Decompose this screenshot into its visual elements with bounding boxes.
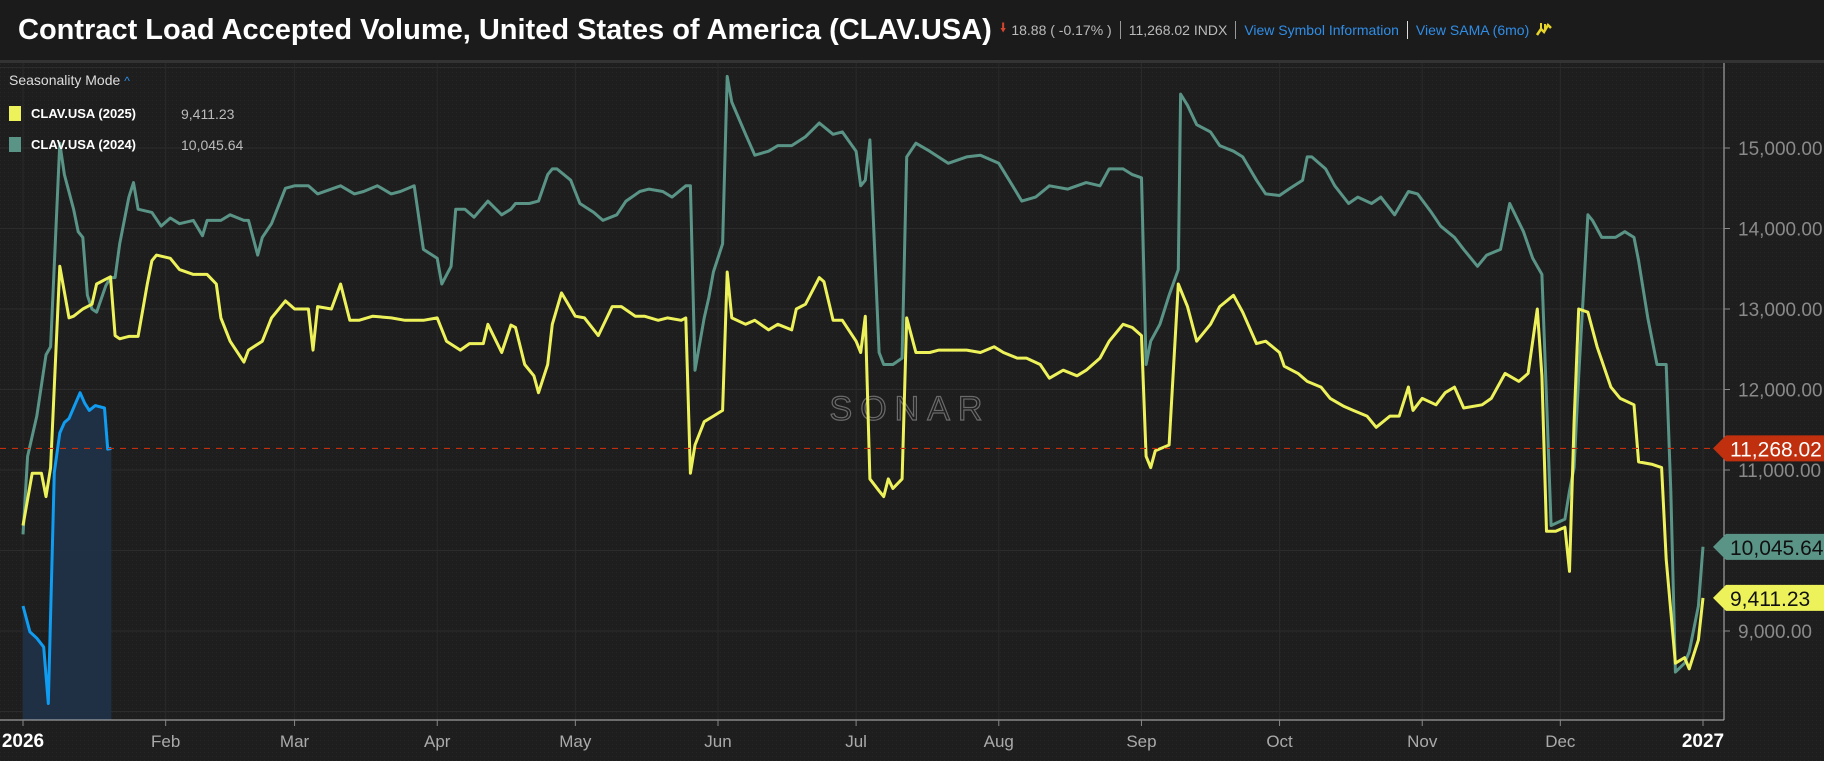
- price-tag: [1713, 435, 1824, 462]
- price-tag: [1713, 584, 1824, 611]
- x-tick-label: Oct: [1266, 732, 1293, 751]
- series-line-clav-usa-2024-: [21, 74, 1705, 674]
- divider: [1119, 21, 1121, 39]
- y-tick-label: 12,000.00: [1738, 381, 1823, 402]
- price-tag-label: 11,268.02: [1730, 438, 1822, 461]
- sonar-watermark: SONAR: [830, 390, 991, 428]
- price-tag-label: 10,045.64: [1730, 537, 1824, 560]
- symbol-meta: 🠛 18.88 ( -0.17% ) 11,268.02 INDX View S…: [1000, 19, 1553, 41]
- page-title: Contract Load Accepted Volume, United St…: [18, 13, 992, 46]
- divider: [1235, 21, 1237, 39]
- y-tick-label: 15,000.00: [1738, 139, 1823, 160]
- y-tick-label: 13,000.00: [1738, 300, 1823, 321]
- x-tick-label: Sep: [1126, 732, 1156, 751]
- legend-item-name: CLAV.USA (2025): [31, 106, 136, 121]
- divider: [1406, 21, 1408, 39]
- seasonality-mode-label: Seasonality Mode: [9, 72, 121, 88]
- x-tick-label: Aug: [984, 732, 1014, 751]
- x-tick-label: Mar: [280, 732, 310, 751]
- legend-item-2025[interactable]: CLAV.USA (2025) 9,411.23: [9, 98, 243, 129]
- plot-background: [0, 63, 1824, 761]
- x-tick-label: Nov: [1407, 732, 1438, 751]
- x-tick-label: 2027: [1682, 731, 1724, 752]
- change-value: 18.88 ( -0.17% ): [1011, 22, 1112, 38]
- legend-item-name: CLAV.USA (2024): [31, 137, 136, 152]
- x-tick-label: 2026: [2, 731, 44, 752]
- x-tick-label: Jul: [845, 732, 867, 751]
- legend-item-value: 10,045.64: [181, 136, 244, 153]
- x-tick-label: Feb: [151, 732, 180, 751]
- series-line-clav-usa-2026-: [21, 391, 112, 705]
- arrow-down-icon: 🠛: [999, 20, 1007, 35]
- legend-swatch: [9, 106, 21, 121]
- x-tick-label: Jun: [704, 732, 731, 751]
- series-area-2026: [23, 392, 112, 720]
- legend-item-value: 9,411.23: [181, 105, 235, 122]
- legend: Seasonality Mode ^ CLAV.USA (2025) 9,411.…: [9, 72, 243, 160]
- x-tick-label: Apr: [424, 732, 451, 751]
- sama-chart-icon[interactable]: [1535, 21, 1553, 40]
- y-tick-label: 9,000.00: [1738, 622, 1812, 643]
- chevron-up-icon[interactable]: ^: [124, 74, 130, 88]
- series-line-clav-usa-2025-: [21, 253, 1705, 671]
- y-tick-label: 14,000.00: [1738, 220, 1823, 241]
- legend-swatch: [9, 137, 21, 152]
- y-tick-label: 11,000.00: [1738, 461, 1821, 482]
- seasonality-chart[interactable]: SONAR 15,000.00 14,000.00 13,000.00 12,000.…: [0, 63, 1824, 761]
- legend-item-2024[interactable]: CLAV.USA (2024) 10,045.64: [9, 129, 243, 160]
- x-tick-label: May: [559, 732, 592, 751]
- title-bar: Contract Load Accepted Volume, United St…: [0, 0, 1824, 63]
- x-tick-label: Dec: [1545, 732, 1576, 751]
- view-sama-link[interactable]: View SAMA (6mo): [1415, 22, 1530, 38]
- price-tag: [1713, 533, 1824, 560]
- last-value: 11,268.02 INDX: [1128, 22, 1228, 38]
- price-tag-label: 9,411.23: [1730, 588, 1810, 611]
- view-symbol-information-link[interactable]: View Symbol Information: [1244, 22, 1399, 38]
- seasonality-mode-toggle[interactable]: Seasonality Mode ^: [9, 72, 243, 88]
